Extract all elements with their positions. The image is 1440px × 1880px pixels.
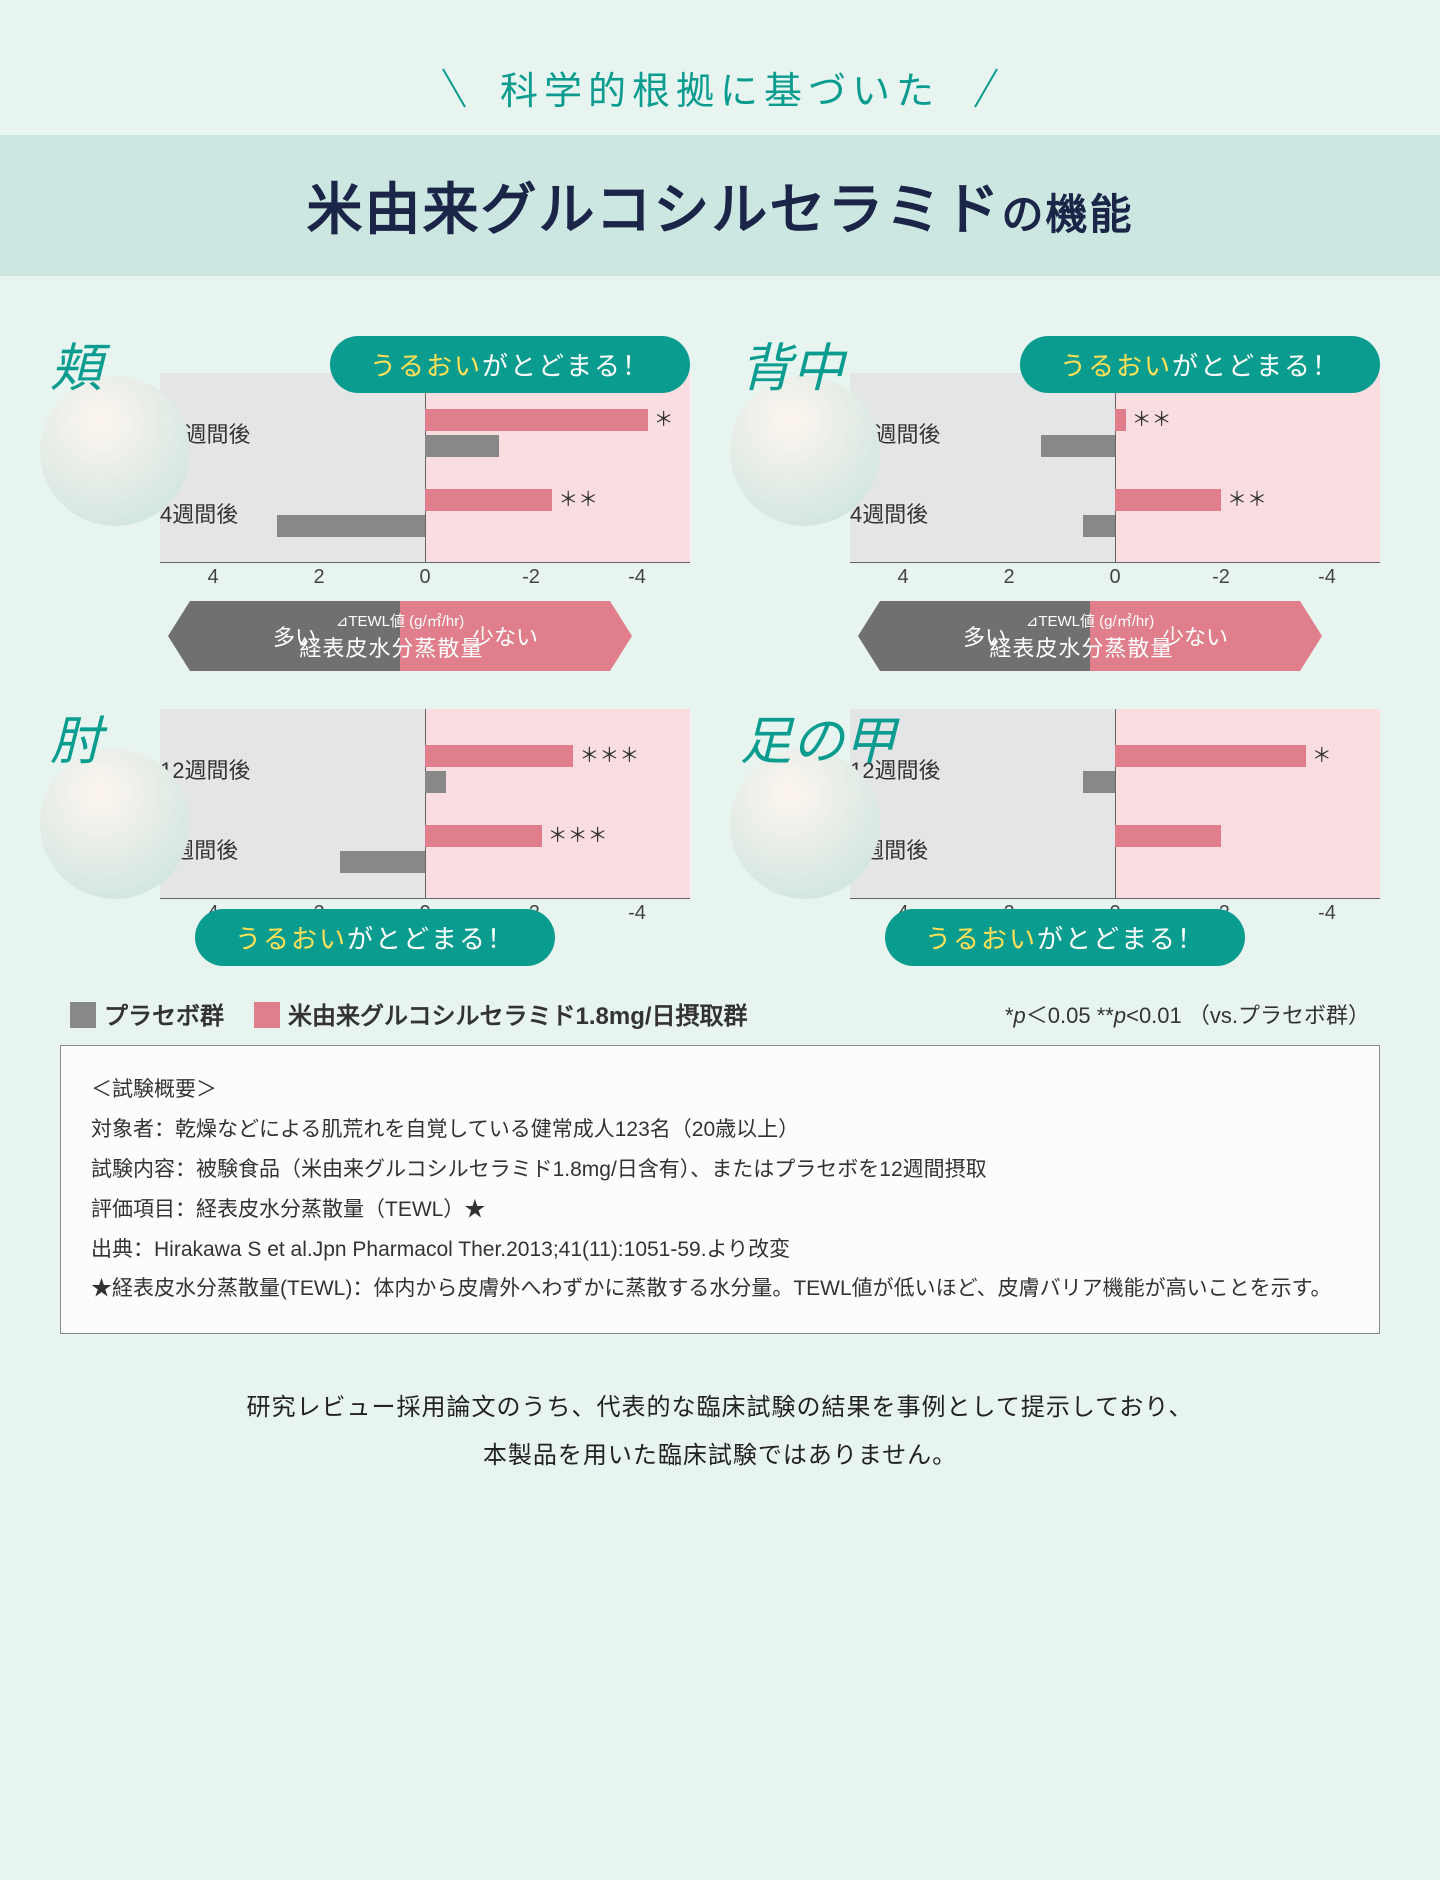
study-line: 対象者：乾燥などによる肌荒れを自覚している健常成人123名（20歳以上） [91, 1110, 1349, 1150]
axis-tick: -2 [522, 566, 540, 589]
bar-ceramide [1115, 489, 1221, 511]
subtitle-text: 科学的根拠に基づいた [500, 60, 940, 115]
significance-marker: ＊＊ [558, 483, 598, 512]
moisture-bubble: うるおいがとどまる！ [1020, 336, 1380, 393]
bar-placebo [1083, 515, 1115, 537]
bar-row: 12週間後＊＊＊ [160, 739, 690, 799]
significance-marker: ＊＊＊ [548, 819, 608, 848]
moisture-bubble: うるおいがとどまる！ [885, 909, 1245, 966]
slash-left-icon [442, 68, 466, 107]
significance-marker: ＊ [654, 403, 674, 432]
bar-ceramide [1115, 745, 1306, 767]
bar-ceramide [1115, 825, 1221, 847]
moisture-bubble: うるおいがとどまる！ [195, 909, 555, 966]
bar-row-label: 4週間後 [850, 497, 928, 529]
axis-tick: 0 [1109, 566, 1120, 589]
study-box: ＜試験概要＞ 対象者：乾燥などによる肌荒れを自覚している健常成人123名（20歳… [60, 1045, 1380, 1334]
legend-ceramide: 米由来グルコシルセラミド1.8mg/日摂取群 [254, 996, 748, 1031]
title-band: 米由来グルコシルセラミドの機能 [0, 135, 1440, 276]
disclaimer: 研究レビュー採用論文のうち、代表的な臨床試験の結果を事例として提示しており、 本… [60, 1384, 1380, 1480]
subtitle-wrap: 科学的根拠に基づいた [60, 60, 1380, 115]
significance-marker: ＊＊ [1132, 403, 1172, 432]
bar-placebo [1041, 435, 1115, 457]
study-line: 出典：Hirakawa S et al.Jpn Pharmacol Ther.2… [91, 1230, 1349, 1270]
body-part-label: 頬 [50, 326, 102, 401]
study-heading: ＜試験概要＞ [91, 1070, 1349, 1110]
disclaimer-line2: 本製品を用いた臨床試験ではありません。 [60, 1432, 1380, 1480]
tewl-arrow-banner: 多い 少ない ⊿TEWL値 (g/㎡/hr) 経表皮水分蒸散量★ [880, 601, 1300, 671]
body-part-label: 足の甲 [740, 699, 896, 774]
bar-ceramide [425, 489, 552, 511]
bar-row: 4週間後＊＊＊ [160, 819, 690, 879]
significance-marker: ＊＊＊ [579, 739, 639, 768]
bar-ceramide [425, 409, 648, 431]
legend-row: プラセボ群 米由来グルコシルセラミド1.8mg/日摂取群 *p＜0.05 **p… [70, 996, 1370, 1031]
bar-placebo [340, 851, 425, 873]
chart-foot: 足の甲420-2-412週間後＊4週間後 うるおいがとどまる！ [750, 709, 1380, 966]
bar-row: 4週間後 ＊＊ [850, 483, 1380, 543]
bar-placebo [425, 771, 446, 793]
slash-right-icon [974, 68, 998, 107]
page-container: 科学的根拠に基づいた 米由来グルコシルセラミドの機能 頬 うるおいがとどまる！ … [0, 0, 1440, 1520]
chart-area: 4 2 0 -2 -4 12週間後＊ 4週間後 ＊＊ [160, 373, 690, 593]
axis-tick: 2 [1003, 566, 1014, 589]
chart-elbow: 肘420-2-412週間後＊＊＊4週間後＊＊＊ うるおいがとどまる！ [60, 709, 690, 966]
bar-placebo [1083, 771, 1115, 793]
axis-tick: 2 [313, 566, 324, 589]
significance-marker: ＊ [1312, 739, 1332, 768]
axis-tick: -4 [628, 566, 646, 589]
bar-row: 12週間後＊ [850, 739, 1380, 799]
chart-area: 4 2 0 -2 -4 12週間後＊＊ 4週間後 ＊＊ [850, 373, 1380, 593]
bar-row: 4週間後 [850, 819, 1380, 879]
legend-sig-note: *p＜0.05 **p<0.01 （vs.プラセボ群） [1005, 998, 1370, 1030]
ceramide-swatch [254, 1002, 280, 1028]
chart-area: 420-2-412週間後＊＊＊4週間後＊＊＊ [160, 709, 690, 929]
axis-tick: 0 [419, 566, 430, 589]
chart-cheek: 頬 うるおいがとどまる！ 420-2-412週間後＊4週間後＊＊ 多い 少ない … [60, 336, 690, 679]
moisture-bubble: うるおいがとどまる！ [330, 336, 690, 393]
placebo-swatch [70, 1002, 96, 1028]
bar-placebo [425, 435, 499, 457]
title-small: の機能 [1001, 191, 1133, 238]
axis-tick: -4 [1318, 566, 1336, 589]
study-line: ★経表皮水分蒸散量(TEWL)：体内から皮膚外へわずかに蒸散する水分量。TEWL… [91, 1269, 1349, 1309]
bar-row: 12週間後＊ [160, 403, 690, 463]
study-line: 評価項目：経表皮水分蒸散量（TEWL）★ [91, 1190, 1349, 1230]
charts-grid: 頬 うるおいがとどまる！ 420-2-412週間後＊4週間後＊＊ 多い 少ない … [60, 336, 1380, 966]
chart-back: 背中 うるおいがとどまる！ 420-2-412週間後＊＊4週間後＊＊ 多い 少な… [750, 336, 1380, 679]
disclaimer-line1: 研究レビュー採用論文のうち、代表的な臨床試験の結果を事例として提示しており、 [60, 1384, 1380, 1432]
chart-area: 420-2-412週間後＊4週間後 [850, 709, 1380, 929]
bar-ceramide [1115, 409, 1126, 431]
body-part-label: 背中 [740, 326, 844, 401]
legend-placebo: プラセボ群 [70, 996, 224, 1031]
axis-tick: 4 [207, 566, 218, 589]
axis-tick: -2 [1212, 566, 1230, 589]
bar-ceramide [425, 745, 573, 767]
axis-tick: 4 [897, 566, 908, 589]
bar-ceramide [425, 825, 542, 847]
title-main: 米由来グルコシルセラミド [307, 178, 1002, 241]
significance-marker: ＊＊ [1227, 483, 1267, 512]
tewl-arrow-banner: 多い 少ない ⊿TEWL値 (g/㎡/hr) 経表皮水分蒸散量★ [190, 601, 610, 671]
bar-row-label: 4週間後 [160, 497, 238, 529]
bar-row: 4週間後 ＊＊ [160, 483, 690, 543]
bar-placebo [277, 515, 425, 537]
body-part-label: 肘 [50, 699, 102, 774]
study-line: 試験内容：被験食品（米由来グルコシルセラミド1.8mg/日含有）、またはプラセボ… [91, 1150, 1349, 1190]
bar-row: 12週間後＊＊ [850, 403, 1380, 463]
